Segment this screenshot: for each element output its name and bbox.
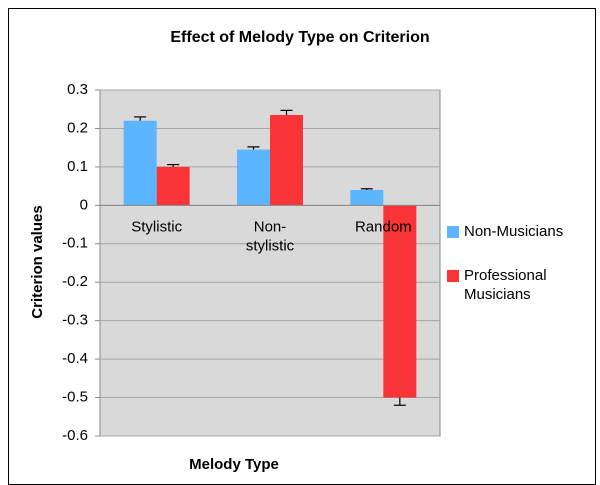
x-tick-label-line: Random — [355, 218, 412, 235]
legend-label-line: Musicians — [464, 286, 531, 303]
x-tick-label: Stylistic — [131, 218, 182, 235]
error-bar — [280, 109, 293, 115]
y-tick-label: -0.5 — [62, 389, 88, 406]
bar — [123, 120, 157, 206]
y-tick-label: 0.2 — [67, 119, 88, 136]
error-bar — [247, 146, 260, 150]
legend-label-line: Non-Musicians — [464, 223, 563, 240]
y-tick-label: 0.1 — [67, 158, 88, 175]
x-tick-label-line: Stylistic — [131, 218, 182, 235]
x-tick-label: Random — [355, 218, 412, 235]
y-tick-label: 0.3 — [67, 81, 88, 98]
y-tick-label: -0.2 — [62, 273, 88, 290]
y-tick-label: -0.3 — [62, 312, 88, 329]
x-tick-label-line: stylistic — [246, 237, 295, 254]
bar — [156, 166, 190, 206]
bar — [350, 189, 384, 206]
chart-title: Effect of Melody Type on Criterion — [170, 29, 429, 46]
legend-label: Professional Musicians — [464, 267, 547, 303]
y-tick-label: -0.4 — [62, 350, 88, 367]
y-tick-label: -0.1 — [62, 235, 88, 252]
error-bar — [393, 397, 406, 406]
error-bar — [134, 116, 147, 121]
bar — [270, 114, 303, 206]
y-tick-label: 0 — [80, 196, 88, 213]
legend-label: Non-Musicians — [464, 223, 563, 240]
bar — [383, 205, 417, 398]
error-bar — [360, 188, 373, 190]
legend-swatch — [447, 270, 459, 282]
legend-label-line: Professional — [464, 267, 547, 284]
y-tick-label: -0.6 — [62, 427, 88, 444]
error-bar — [167, 163, 180, 167]
x-tick-label: Non-stylistic — [246, 218, 295, 254]
legend-swatch — [447, 226, 459, 238]
y-axis-label: Criterion values — [29, 205, 46, 318]
x-tick-label-line: Non- — [254, 218, 287, 235]
bar — [237, 149, 270, 206]
x-axis-label: Melody Type — [189, 456, 279, 473]
